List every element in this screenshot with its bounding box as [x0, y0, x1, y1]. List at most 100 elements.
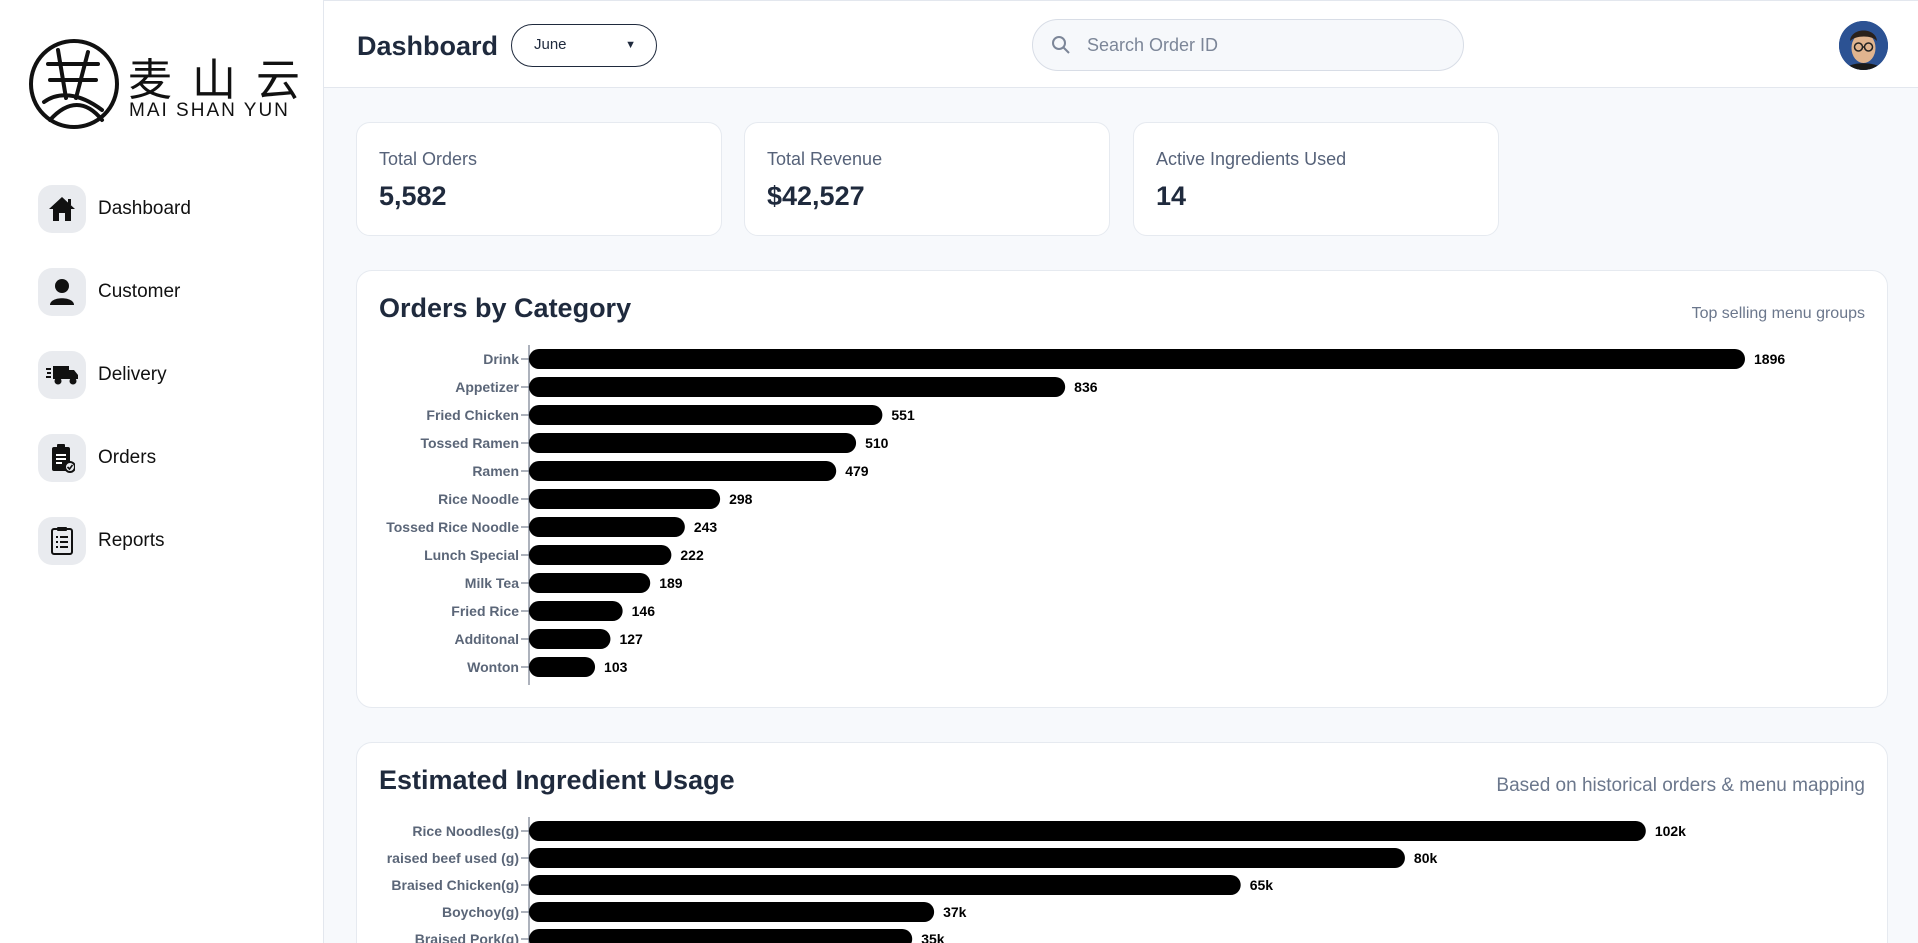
value-label: 551: [891, 407, 915, 423]
bar-row: Rice Noodle 298: [438, 489, 753, 509]
bar-row: Lunch Special 222: [424, 545, 704, 565]
stat-value: 14: [1156, 181, 1187, 211]
bar[interactable]: [529, 929, 913, 943]
top-header: Dashboard June ▼: [324, 0, 1918, 88]
bar[interactable]: [529, 433, 857, 453]
panel-title: Orders by Category: [379, 293, 632, 323]
bar[interactable]: [529, 545, 672, 565]
bar[interactable]: [529, 517, 685, 537]
value-label: 35k: [921, 931, 945, 943]
bar-row: Additonal 127: [454, 629, 643, 649]
category-label: Milk Tea: [465, 575, 519, 591]
truck-icon: [38, 351, 86, 399]
category-label: Wonton: [467, 659, 519, 675]
bar[interactable]: [529, 902, 935, 922]
sidebar-item-orders[interactable]: Orders: [38, 433, 191, 483]
ingredient-usage-panel: Estimated Ingredient Usage Based on hist…: [356, 742, 1888, 943]
bar-row: Appetizer 836: [455, 377, 1098, 397]
value-label: 243: [694, 519, 718, 535]
category-label: Braised Pork(g): [415, 931, 519, 943]
sidebar-item-label: Orders: [98, 447, 157, 468]
bar[interactable]: [529, 821, 1646, 841]
orders-by-category-panel: Orders by Category Top selling menu grou…: [356, 270, 1888, 708]
bar[interactable]: [529, 848, 1405, 868]
category-label: raised beef used (g): [387, 850, 519, 866]
bar-row: Fried Chicken 551: [426, 405, 915, 425]
bar-row: Fried Rice 146: [451, 601, 655, 621]
category-label: Fried Rice: [451, 603, 519, 619]
category-label: Tossed Rice Noodle: [386, 519, 519, 535]
value-label: 103: [604, 659, 628, 675]
category-label: Tossed Ramen: [420, 435, 519, 451]
bar-row: Ramen 479: [472, 461, 869, 481]
sidebar: 麦山云 MAI SHAN YUN Dashboard Customer Deli…: [0, 0, 324, 943]
panel-subtitle: Top selling menu groups: [1691, 305, 1865, 322]
sidebar-item-customer[interactable]: Customer: [38, 267, 191, 317]
stat-card-active-ingredients: Active Ingredients Used 14: [1133, 122, 1499, 236]
category-label: Lunch Special: [424, 547, 519, 563]
value-label: 65k: [1250, 877, 1274, 893]
bar[interactable]: [529, 875, 1241, 895]
month-dropdown-value: June: [534, 36, 567, 53]
search-icon: [1052, 36, 1070, 54]
logo-emblem-icon: [29, 39, 119, 129]
brand-name-cn: 麦山云: [128, 55, 320, 106]
avatar[interactable]: [1839, 21, 1888, 70]
report-icon: [38, 517, 86, 565]
ingredient-bar-chart: Rice Noodles(g) 102k raised beef used (g) 8…: [387, 817, 1686, 943]
category-label: Boychoy(g): [442, 904, 519, 920]
sidebar-item-label: Reports: [98, 530, 165, 551]
bar[interactable]: [529, 573, 651, 593]
sidebar-item-delivery[interactable]: Delivery: [38, 350, 191, 400]
sidebar-nav: Dashboard Customer Delivery Orders Repor…: [38, 184, 191, 599]
category-label: Rice Noodles(g): [412, 823, 519, 839]
value-label: 102k: [1655, 823, 1686, 839]
search-box: [1032, 19, 1464, 71]
clipboard-icon: [38, 434, 86, 482]
brand-name-en: MAI SHAN YUN: [129, 100, 290, 121]
category-label: Drink: [483, 351, 519, 367]
value-label: 222: [680, 547, 704, 563]
sidebar-item-label: Dashboard: [98, 198, 191, 219]
sidebar-item-dashboard[interactable]: Dashboard: [38, 184, 191, 234]
bar[interactable]: [529, 349, 1745, 369]
bar-row: Milk Tea 189: [465, 573, 683, 593]
bar-row: Wonton 103: [467, 657, 628, 677]
chevron-down-icon: ▼: [625, 39, 636, 51]
bar[interactable]: [529, 377, 1066, 397]
bar[interactable]: [529, 461, 837, 481]
bar[interactable]: [529, 405, 883, 425]
value-label: 189: [659, 575, 683, 591]
brand-logo[interactable]: 麦山云 MAI SHAN YUN: [28, 36, 300, 132]
month-dropdown[interactable]: June ▼: [511, 24, 657, 67]
bar-row: Drink 1896: [483, 349, 1785, 369]
user-icon: [38, 268, 86, 316]
bar-row: Tossed Ramen 510: [420, 433, 889, 453]
value-label: 479: [845, 463, 869, 479]
value-label: 298: [729, 491, 753, 507]
bar[interactable]: [529, 489, 721, 509]
value-label: 37k: [943, 904, 967, 920]
search-input[interactable]: [1087, 20, 1447, 70]
value-label: 127: [619, 631, 643, 647]
stat-value: $42,527: [767, 181, 865, 211]
value-label: 1896: [1754, 351, 1785, 367]
category-label: Braised Chicken(g): [391, 877, 519, 893]
value-label: 146: [632, 603, 656, 619]
category-label: Ramen: [472, 463, 519, 479]
bar-row: Braised Pork(g) 35k: [415, 929, 945, 943]
category-label: Fried Chicken: [426, 407, 519, 423]
category-label: Appetizer: [455, 379, 519, 395]
sidebar-item-reports[interactable]: Reports: [38, 516, 191, 566]
stat-card-total-orders: Total Orders 5,582: [356, 122, 722, 236]
bar[interactable]: [529, 657, 596, 677]
value-label: 510: [865, 435, 889, 451]
stat-value: 5,582: [379, 181, 447, 211]
value-label: 80k: [1414, 850, 1438, 866]
stat-label: Total Orders: [379, 149, 478, 169]
bar[interactable]: [529, 601, 623, 621]
value-label: 836: [1074, 379, 1098, 395]
bar-row: Boychoy(g) 37k: [442, 902, 967, 922]
page-title: Dashboard: [357, 31, 499, 61]
bar[interactable]: [529, 629, 611, 649]
